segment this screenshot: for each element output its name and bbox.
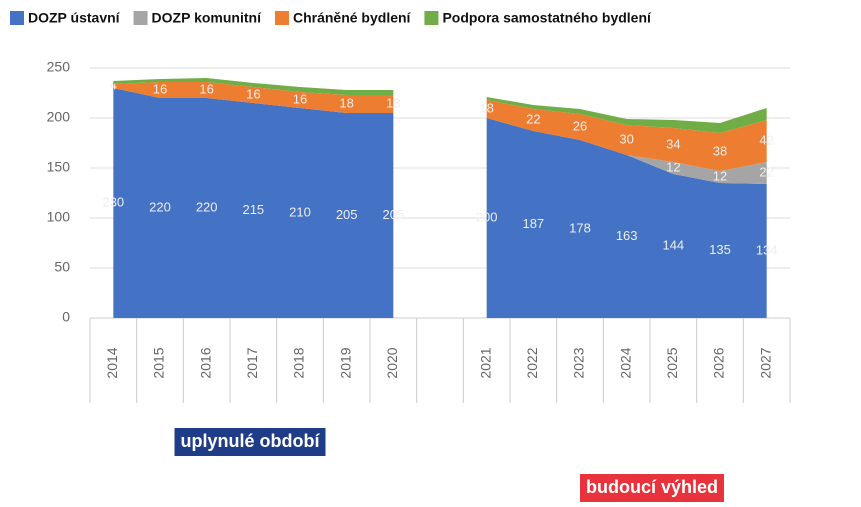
legend-label: Chráněné bydlení: [293, 10, 412, 26]
annotation-box: [174, 428, 326, 456]
value-label: 34: [666, 136, 680, 151]
value-label: 18: [339, 95, 353, 110]
value-label: 16: [246, 86, 260, 101]
x-tick-label: 2024: [617, 347, 633, 378]
value-label: 134: [756, 242, 778, 257]
value-label: 12: [666, 159, 680, 174]
value-label: 200: [476, 209, 498, 224]
value-label: 135: [709, 242, 731, 257]
x-tick-label: 2020: [384, 347, 400, 378]
legend-label: Podpora samostatného bydlení: [442, 10, 652, 26]
value-label: 220: [149, 199, 171, 214]
value-label: 16: [293, 91, 307, 106]
y-tick-label: 0: [62, 309, 70, 325]
area: [486, 97, 767, 133]
x-tick-label: 2015: [151, 347, 167, 378]
value-label: 38: [713, 143, 727, 158]
x-tick-label: 2016: [197, 347, 213, 378]
area: [113, 82, 394, 113]
area: [486, 100, 767, 171]
value-label: 144: [662, 237, 684, 252]
x-tick-label: 2023: [571, 347, 587, 378]
y-tick-label: 200: [47, 109, 71, 125]
value-label: 22: [526, 111, 540, 126]
value-label: 16: [199, 81, 213, 96]
legend-swatch: [424, 11, 439, 25]
x-tick-label: 2019: [337, 347, 353, 378]
value-label: 178: [569, 220, 591, 235]
legend-swatch: [274, 11, 289, 25]
value-label: 220: [196, 199, 218, 214]
x-tick-label: 2017: [244, 347, 260, 378]
value-label: 215: [242, 202, 264, 217]
value-label: 210: [289, 204, 311, 219]
y-tick-label: 150: [47, 159, 71, 175]
legend-label: DOZP komunitní: [152, 10, 263, 26]
area: [113, 78, 394, 95]
value-label: 30: [619, 131, 633, 146]
value-label: 22: [759, 164, 773, 179]
x-tick-label: 2025: [664, 347, 680, 378]
area: [113, 88, 394, 318]
x-tick-label: 2021: [477, 347, 493, 378]
value-label: 16: [153, 81, 167, 96]
x-tick-label: 2026: [711, 347, 727, 378]
value-label: 42: [759, 132, 773, 147]
legend-label: DOZP ústavní: [28, 10, 121, 26]
annotation: uplynulé období: [181, 431, 321, 451]
value-label: 230: [102, 194, 124, 209]
legend-swatch: [133, 11, 148, 25]
value-label: 12: [713, 168, 727, 183]
annotation-box: [579, 474, 725, 502]
y-tick-label: 250: [47, 59, 71, 75]
value-label: 18: [479, 100, 493, 115]
value-label: 18: [386, 95, 400, 110]
y-tick-label: 50: [54, 259, 70, 275]
annotation: budoucí výhled: [586, 477, 718, 497]
value-label: 4: [110, 77, 117, 92]
legend-swatch: [10, 11, 24, 25]
value-label: 163: [616, 228, 638, 243]
value-label: 26: [573, 118, 587, 133]
y-tick-label: 100: [47, 209, 71, 225]
value-label: 205: [382, 207, 404, 222]
value-label: 187: [522, 216, 544, 231]
x-tick-label: 2027: [757, 347, 773, 378]
x-tick-label: 2014: [104, 347, 120, 378]
x-tick-label: 2018: [291, 347, 307, 378]
area: [486, 118, 767, 184]
x-tick-label: 2022: [524, 347, 540, 378]
area: [486, 118, 767, 318]
value-label: 205: [336, 207, 358, 222]
